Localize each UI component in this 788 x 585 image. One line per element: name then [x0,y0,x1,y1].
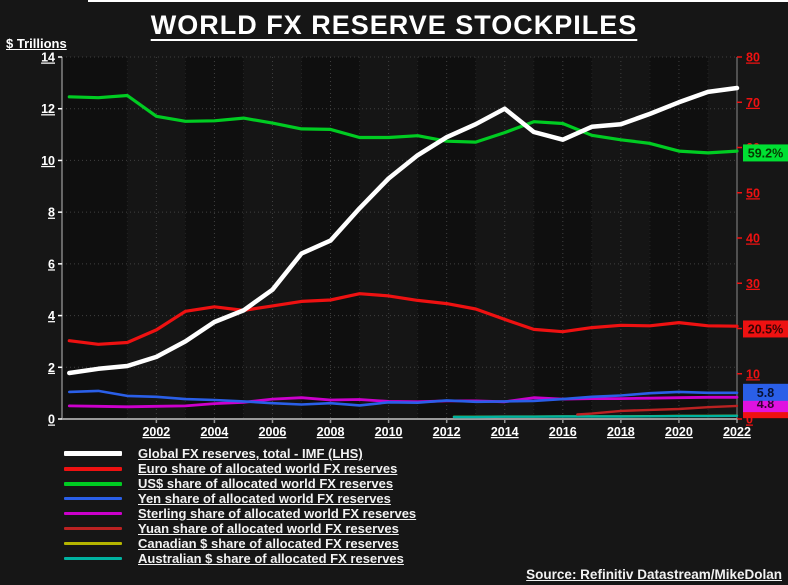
x-tick-label: 2022 [723,425,751,439]
legend-item: US$ share of allocated world FX reserves [64,476,416,491]
right-tick-label: 0 [746,413,753,427]
legend-swatch [64,451,122,456]
series-line [67,93,739,155]
chart-legend: Global FX reserves, total - IMF (LHS) Eur… [64,446,416,566]
legend-label: Canadian $ share of allocated FX reserve… [138,536,399,551]
legend-swatch [64,542,122,545]
legend-item: Canadian $ share of allocated FX reserve… [64,536,416,551]
source-note: Source: Refinitiv Datastream/MikeDolan [526,567,782,582]
legend-swatch [64,512,122,515]
x-tick-label: 2016 [549,425,577,439]
legend-item: Australian $ share of allocated FX reser… [64,551,416,566]
right-tick-label: 80 [746,51,760,65]
right-tick-label: 10 [746,367,760,381]
x-tick-label: 2014 [491,425,519,439]
legend-label: Australian $ share of allocated FX reser… [138,551,404,566]
value-label-box [743,383,788,401]
legend-label: Sterling share of allocated world FX res… [138,506,417,521]
window-top-edge [88,0,788,2]
right-tick-label: 70 [746,96,760,110]
legend-item: Global FX reserves, total - IMF (LHS) [64,446,416,461]
legend-swatch [64,466,122,471]
plot-band [707,57,737,419]
value-label-box [743,407,788,419]
legend-item: Yen share of allocated world FX reserves [64,491,416,506]
legend-swatch [64,527,122,530]
value-label-text: 20.5% [748,322,783,336]
x-tick-label: 2010 [375,425,403,439]
series-line [67,292,739,346]
x-tick-label: 2002 [142,425,170,439]
series-line [67,85,740,376]
left-tick-label: 14 [41,51,55,65]
legend-label: Yuan share of allocated world FX reserve… [138,521,399,536]
legend-swatch [64,497,122,500]
legend-label: US$ share of allocated world FX reserves [138,476,394,491]
legend-label: Global FX reserves, total - IMF (LHS) [138,446,363,461]
x-tick-label: 2020 [665,425,693,439]
left-tick-label: 2 [48,361,55,375]
plot-band [69,57,128,419]
legend-item: Yuan share of allocated world FX reserve… [64,521,416,536]
series-line [576,404,739,416]
value-label-box [743,144,788,162]
legend-label: Euro share of allocated world FX reserve… [138,461,398,476]
x-tick-label: 2004 [201,425,229,439]
series-line [452,414,739,419]
left-tick-label: 4 [48,309,55,323]
x-tick-label: 2012 [433,425,461,439]
x-tick-label: 2018 [607,425,635,439]
value-label-text: 59.2% [748,146,783,160]
right-tick-label: 30 [746,277,760,291]
chart-title: WORLD FX RESERVE STOCKPILES [150,10,638,40]
left-tick-label: 10 [41,154,55,168]
x-tick-label: 2006 [259,425,287,439]
left-axis-title: $ Trillions [6,36,67,51]
legend-swatch [64,481,122,486]
left-tick-label: 8 [48,206,55,220]
legend-item: Euro share of allocated world FX reserve… [64,461,416,476]
series-line [68,389,739,407]
right-tick-label: 40 [746,232,760,246]
right-tick-label: 50 [746,186,760,200]
value-label-text: 5.8 [757,386,774,400]
value-label-box [743,320,788,338]
legend-swatch [64,557,122,560]
x-tick-label: 2008 [317,425,345,439]
legend-item: Sterling share of allocated world FX res… [64,506,416,521]
left-tick-label: 6 [48,257,55,271]
left-tick-label: 12 [41,102,55,116]
left-tick-label: 0 [48,413,55,427]
legend-label: Yen share of allocated world FX reserves [138,491,391,506]
